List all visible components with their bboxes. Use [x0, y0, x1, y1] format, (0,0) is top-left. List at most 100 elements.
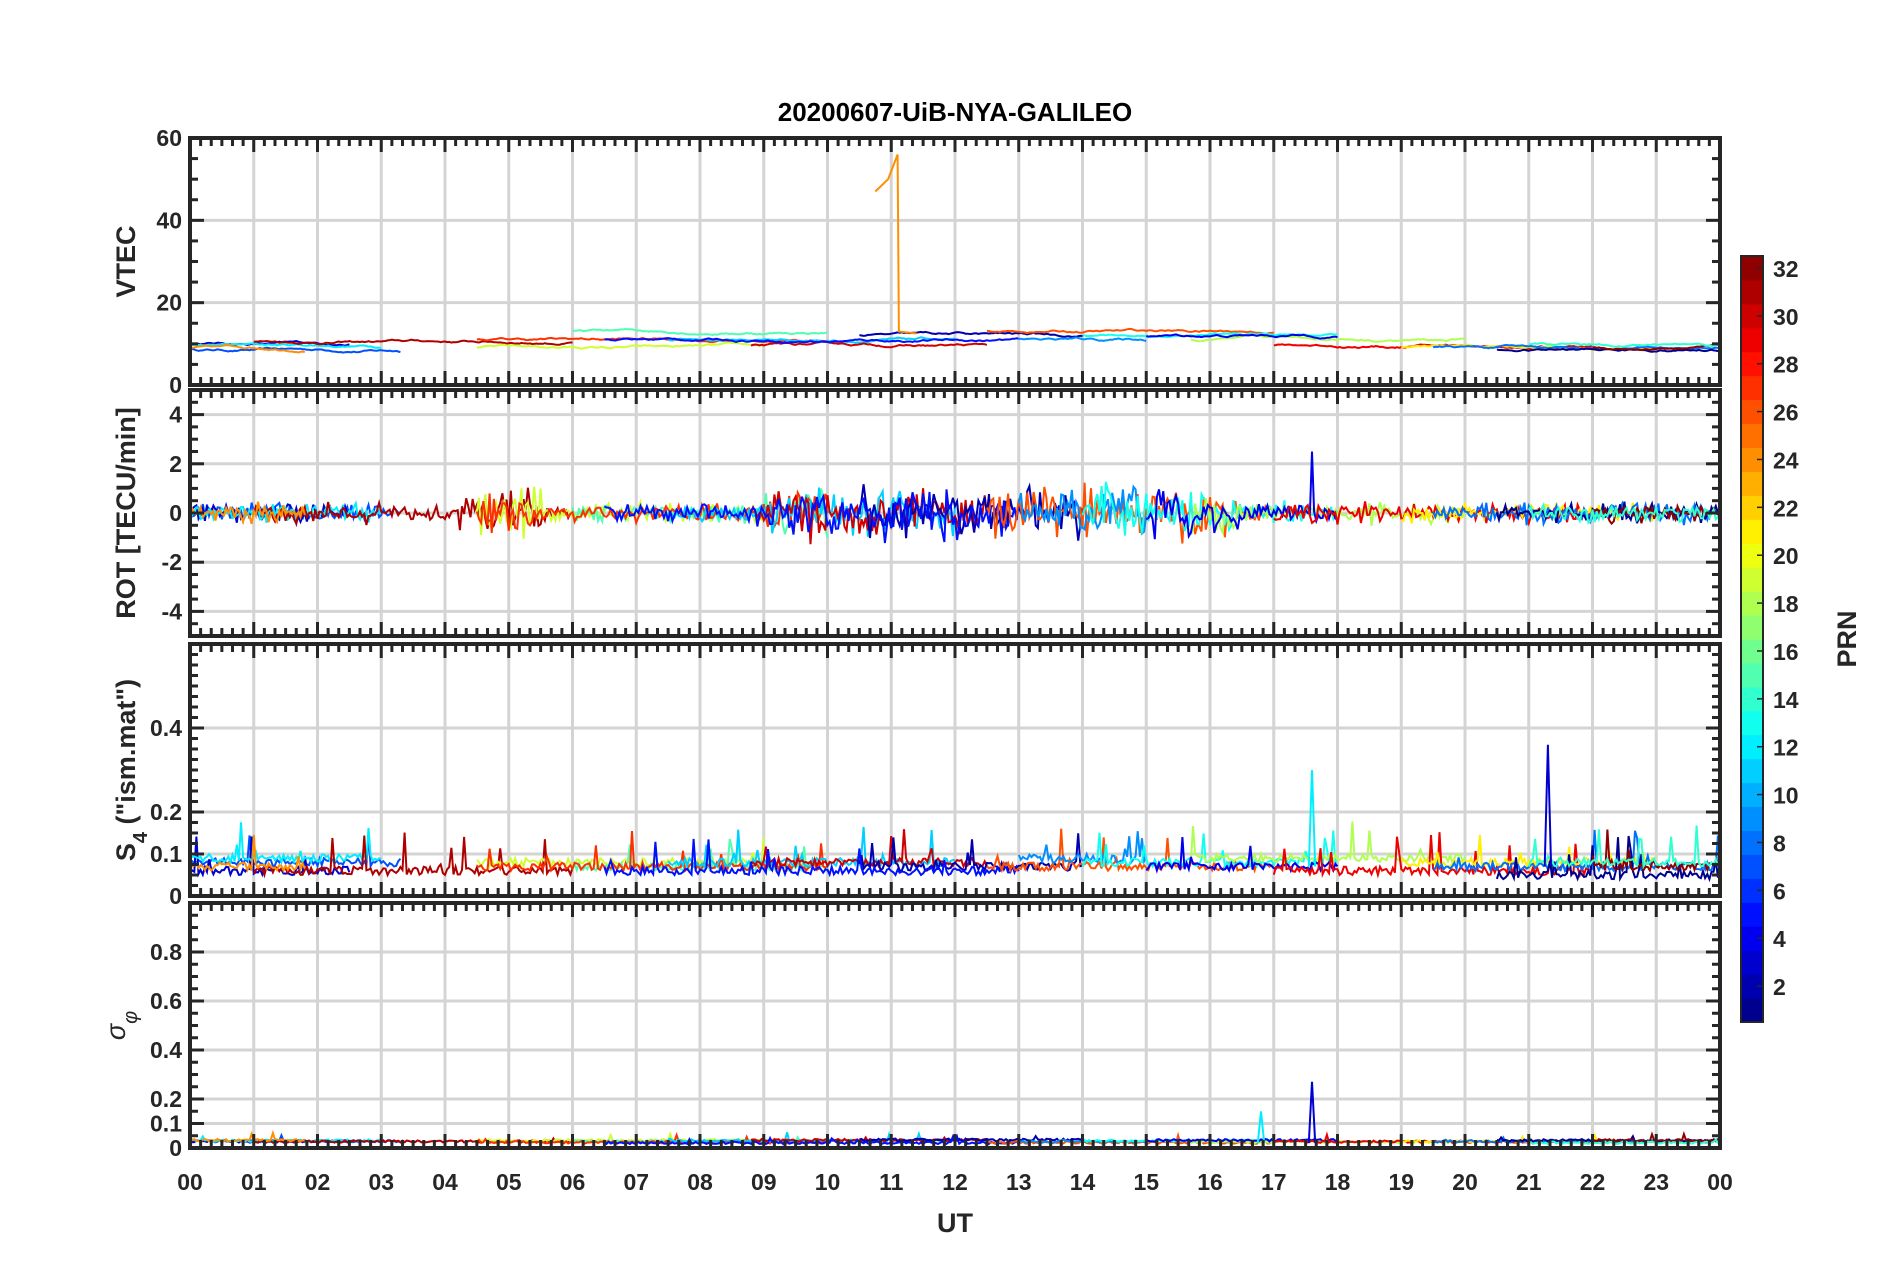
colorbar-swatch-16: [1741, 639, 1763, 664]
y-tick-label: -4: [162, 598, 183, 624]
colorbar-swatch-20: [1741, 543, 1763, 568]
series-line-prn-18: [1190, 334, 1466, 343]
y-tick-label: 0.6: [150, 988, 182, 1014]
colorbar-swatch-9: [1741, 806, 1763, 831]
y-axis-label-rot: ROT [TECU/min]: [111, 407, 141, 618]
series-line-prn-1: [1495, 835, 1720, 883]
colorbar-swatch-13: [1741, 710, 1763, 736]
y-tick-label: 0: [169, 500, 182, 526]
colorbar-tick-label: 30: [1773, 304, 1799, 330]
x-tick-label: 19: [1388, 1169, 1414, 1195]
x-tick-label: 15: [1133, 1169, 1159, 1195]
x-tick-label: 10: [815, 1169, 841, 1195]
colorbar-swatch-19: [1741, 567, 1763, 592]
y-axis-label-s4: S4 ("ism.mat"): [111, 679, 152, 861]
chart-title: 20200607-UiB-NYA-GALILEO: [778, 97, 1133, 127]
colorbar-tick-label: 20: [1773, 543, 1799, 569]
series-line-prn-9: [1017, 484, 1148, 536]
colorbar-swatch-6: [1741, 878, 1763, 903]
series-group: [190, 154, 1720, 354]
series-line-prn-9: [1018, 336, 1147, 343]
x-tick-label: 00: [177, 1169, 203, 1195]
y-label-main: σ: [101, 1022, 131, 1040]
y-axis-label-vtec: VTEC: [111, 225, 141, 297]
series-line-prn-14: [1527, 825, 1720, 870]
colorbar-swatch-23: [1741, 471, 1763, 496]
series-line-prn-19: [476, 341, 764, 350]
colorbar-tick-label: 4: [1773, 926, 1786, 952]
colorbar-tick-label: 22: [1773, 495, 1799, 521]
colorbar-label: PRN: [1832, 610, 1862, 667]
colorbar-swatch-24: [1741, 447, 1763, 472]
colorbar-swatch-2: [1741, 974, 1763, 999]
x-tick-label: 14: [1070, 1169, 1096, 1195]
y-tick-label: 0: [169, 372, 182, 398]
x-tick-label: 01: [241, 1169, 267, 1195]
y-tick-label: 0.1: [150, 841, 182, 867]
colorbar-swatch-28: [1741, 351, 1763, 377]
y-tick-label: 0: [169, 883, 182, 909]
colorbar-tick-label: 16: [1773, 639, 1799, 665]
panel-s4: 00.10.20.4S4 ("ism.mat"): [111, 642, 1722, 909]
x-tick-label: 12: [942, 1169, 968, 1195]
series-line-prn-5: [604, 337, 1019, 344]
colorbar-tick-label: 18: [1773, 591, 1799, 617]
y-tick-label: 0.2: [150, 1086, 182, 1112]
colorbar-swatch-8: [1741, 830, 1763, 855]
series-line-prn-14: [1528, 342, 1720, 348]
colorbar-tick-label: 2: [1773, 974, 1786, 1000]
x-tick-label: 21: [1516, 1169, 1542, 1195]
colorbar-swatch-7: [1741, 854, 1763, 879]
colorbar-tick-label: 8: [1773, 830, 1786, 856]
x-tick-label: 04: [432, 1169, 458, 1195]
colorbar-swatch-1: [1741, 998, 1763, 1023]
series-line-prn-31: [252, 832, 574, 879]
x-tick-label: 09: [751, 1169, 777, 1195]
y-tick-label: -2: [162, 549, 182, 575]
colorbar-swatch-10: [1741, 782, 1763, 808]
colorbar-swatch-26: [1741, 399, 1763, 425]
y-label-subscript: 4: [130, 831, 152, 843]
colorbar-tick-label: 24: [1773, 447, 1799, 473]
colorbar-frame: [1740, 255, 1764, 1023]
series-line-prn-32: [1592, 343, 1720, 352]
colorbar-swatch-30: [1741, 303, 1763, 329]
colorbar-swatch-15: [1741, 662, 1763, 688]
series-line-prn-3: [190, 501, 351, 525]
y-tick-label: 0.8: [150, 939, 182, 965]
x-tick-label: 03: [368, 1169, 394, 1195]
y-tick-label: 2: [169, 451, 182, 477]
colorbar-swatch-29: [1741, 327, 1763, 353]
series-line-prn-7: [190, 346, 401, 354]
y-axis-label-sigma: σφ: [101, 1011, 142, 1040]
series-line-prn-4: [1146, 333, 1338, 340]
panel-vtec: 0 20 40 60 VTEC: [111, 125, 1722, 398]
series-group: [190, 744, 1720, 883]
colorbar-tick-label: 14: [1773, 687, 1799, 713]
colorbar-swatch-12: [1741, 734, 1763, 760]
series-line-prn-26: [986, 1131, 1275, 1145]
colorbar-swatch-5: [1741, 902, 1763, 927]
peak-line-prn-12: [1256, 1111, 1266, 1144]
x-tick-label: 18: [1325, 1169, 1351, 1195]
colorbar-swatch-25: [1741, 423, 1763, 448]
y-tick-label: 0: [169, 1135, 182, 1161]
x-tick-label: 00: [1707, 1169, 1733, 1195]
series-line-prn-5: [603, 838, 1020, 878]
series-line-prn-24: [190, 1129, 306, 1143]
series-line-prn-15: [572, 327, 828, 337]
colorbar-swatch-4: [1741, 926, 1763, 951]
series-line-prn-4: [1145, 837, 1339, 874]
series-line-prn-5: [603, 489, 1020, 544]
x-tick-label: 13: [1006, 1169, 1032, 1195]
series-line-prn-12: [190, 822, 382, 866]
series-line-prn-27: [476, 1132, 829, 1145]
x-tick-label: 07: [623, 1169, 649, 1195]
peak-line-prn-12: [1307, 769, 1317, 867]
x-tick-label: 22: [1580, 1169, 1606, 1195]
series-line-prn-5: [603, 1133, 1020, 1147]
series-line-prn-14: [1527, 501, 1720, 525]
series-line-prn-12: [190, 500, 383, 524]
